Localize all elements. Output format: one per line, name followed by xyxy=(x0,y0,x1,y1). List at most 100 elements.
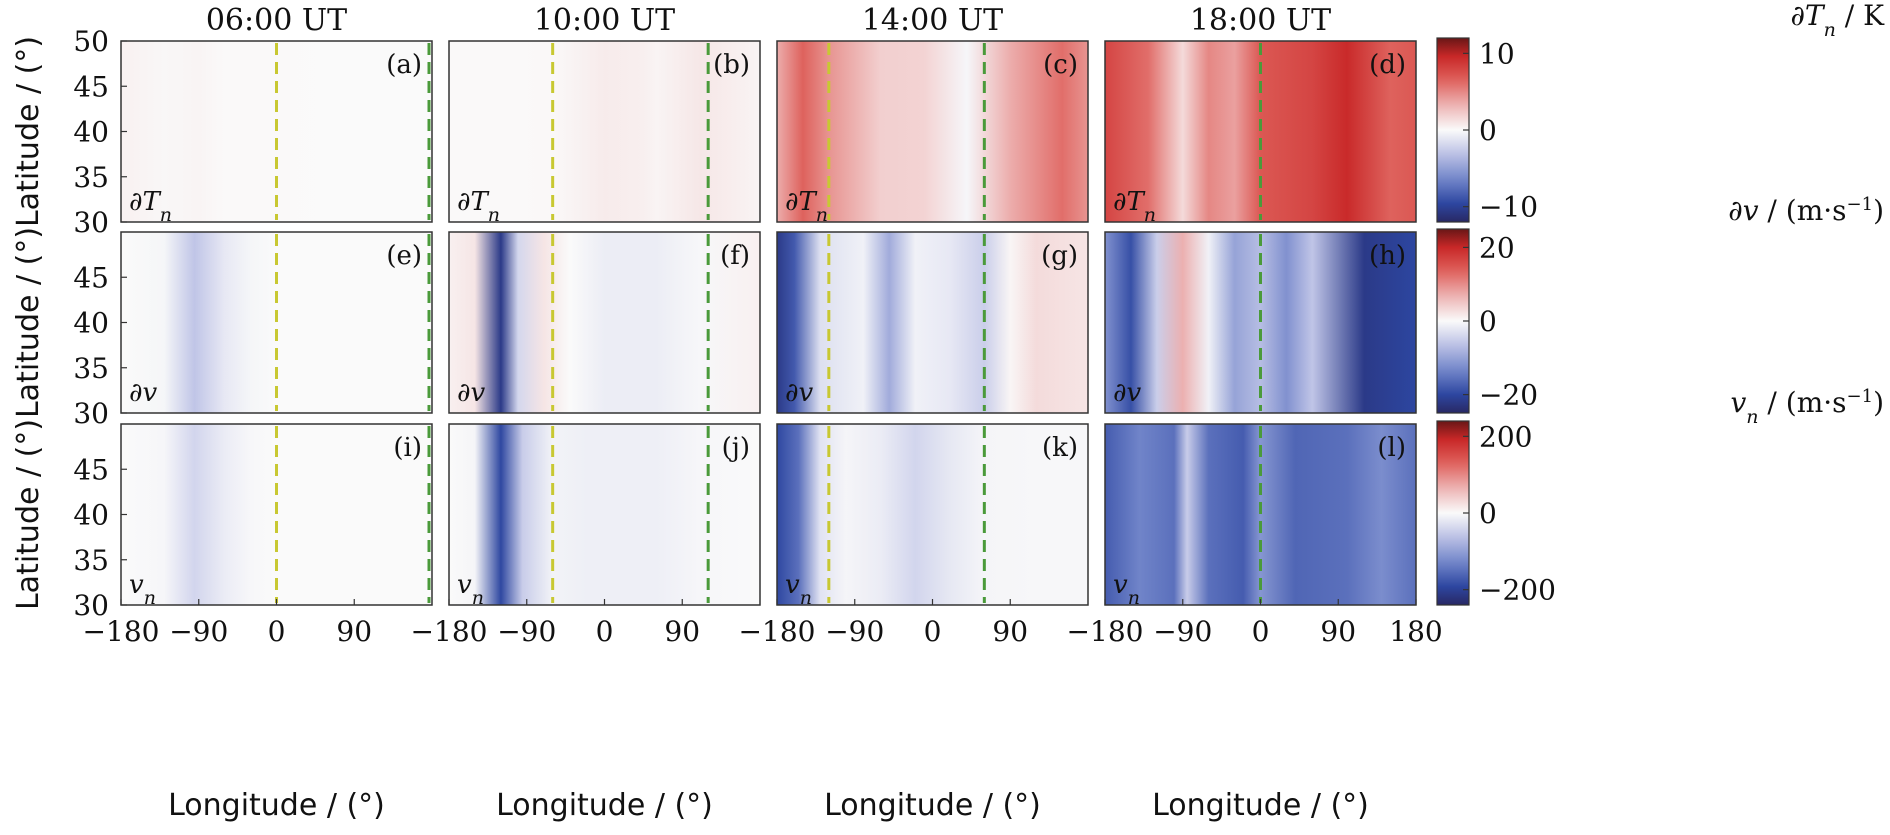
panel-frame xyxy=(776,40,1089,223)
panel-frame xyxy=(448,40,761,223)
panel-letter: (c) xyxy=(1043,50,1078,80)
panel-letter: (e) xyxy=(386,241,422,271)
y-tick-label: 50 xyxy=(73,25,109,58)
colorbar-tick-label: 0 xyxy=(1479,305,1497,338)
colorbar-label-2: ∂v / (m·s−1) xyxy=(1728,194,1884,228)
colorbar-tick-label: 200 xyxy=(1479,420,1532,453)
colorbar-tick-label: 0 xyxy=(1479,497,1497,530)
colorbar-tick-label: −10 xyxy=(1479,191,1538,224)
x-tick-label: 0 xyxy=(268,615,286,648)
panel-j: (j) vn xyxy=(448,423,761,609)
variable-label: vn xyxy=(129,570,156,609)
x-tick-label: 90 xyxy=(1320,615,1356,648)
variable-label: vn xyxy=(785,570,812,609)
variable-label: ∂v xyxy=(785,378,813,408)
y-tick-label: 30 xyxy=(73,397,109,430)
x-tick-label: 0 xyxy=(1252,615,1270,648)
panel-frame xyxy=(776,231,1089,414)
panel-i: (i) vn xyxy=(120,423,433,609)
colorbar-tick-label: −20 xyxy=(1479,379,1538,412)
x-axis-label: Longitude / (°) xyxy=(824,788,1041,823)
panel-letter: (b) xyxy=(713,50,750,80)
x-tick-label: −90 xyxy=(169,615,228,648)
colorbar-tick-label: −200 xyxy=(1479,574,1556,607)
x-tick-label: 0 xyxy=(596,615,614,648)
column-title-3: 14:00 UT xyxy=(862,3,1003,38)
y-tick-label: 45 xyxy=(73,453,109,486)
x-tick-label: −180 xyxy=(83,615,160,648)
x-tick-label: 0 xyxy=(924,615,942,648)
column-title-1: 06:00 UT xyxy=(206,3,347,38)
panel-k: (k) vn xyxy=(776,423,1089,609)
y-tick-label: 35 xyxy=(73,161,109,194)
x-tick-label: 90 xyxy=(664,615,700,648)
panel-b: (b) ∂Tn xyxy=(448,40,761,226)
y-tick-label: 35 xyxy=(73,352,109,385)
panel-h: (h) ∂v xyxy=(1104,231,1417,414)
panel-letter: (g) xyxy=(1041,241,1078,271)
y-axis-label: Latitude / (°) xyxy=(11,36,46,227)
colorbar-tick-label: 0 xyxy=(1479,114,1497,147)
x-tick-label: 90 xyxy=(992,615,1028,648)
panel-letter: (h) xyxy=(1369,241,1406,271)
variable-label: ∂v xyxy=(129,378,157,408)
y-tick-label: 40 xyxy=(73,499,109,532)
variable-label: ∂Tn xyxy=(785,187,828,226)
variable-label: ∂Tn xyxy=(457,187,500,226)
panel-letter: (k) xyxy=(1042,433,1078,463)
panel-frame xyxy=(1104,231,1417,414)
column-title-2: 10:00 UT xyxy=(534,3,675,38)
panel-letter: (i) xyxy=(393,433,422,463)
panel-letter: (l) xyxy=(1377,433,1406,463)
y-axis-label: Latitude / (°) xyxy=(11,227,46,418)
panel-d: (d) ∂Tn xyxy=(1104,40,1417,226)
panel-a: (a) ∂Tn xyxy=(120,40,433,226)
x-axis-label: Longitude / (°) xyxy=(496,788,713,823)
heatmap-field xyxy=(449,232,760,413)
x-axis-label: Longitude / (°) xyxy=(168,788,385,823)
y-tick-label: 35 xyxy=(73,544,109,577)
x-axis-label: Longitude / (°) xyxy=(1152,788,1369,823)
panel-frame xyxy=(448,231,761,414)
panel-g: (g) ∂v xyxy=(776,231,1089,414)
colorbar-label-1: ∂Tn / K xyxy=(1790,0,1885,41)
colorbar-tick-label: 10 xyxy=(1479,37,1515,70)
variable-label: vn xyxy=(1113,570,1140,609)
panel-letter: (j) xyxy=(722,433,750,463)
x-tick-label: −180 xyxy=(1067,615,1144,648)
variable-label: vn xyxy=(457,570,484,609)
panel-c: (c) ∂Tn xyxy=(776,40,1089,226)
column-titles: 06:00 UT 10:00 UT 14:00 UT 18:00 UT xyxy=(206,3,1331,38)
x-tick-label: −180 xyxy=(411,615,488,648)
colorbar-tick-label: 20 xyxy=(1479,231,1515,264)
variable-label: ∂Tn xyxy=(1113,187,1156,226)
panel-e: (e) ∂v xyxy=(120,231,433,414)
panel-letter: (d) xyxy=(1369,50,1406,80)
y-tick-label: 45 xyxy=(73,70,109,103)
panel-grid: (a)∂Tn(b)∂Tn(c)∂Tn(d)∂Tn(e)∂v(f)∂v(g)∂v(… xyxy=(120,40,1417,609)
x-tick-label: 90 xyxy=(336,615,372,648)
y-tick-label: 45 xyxy=(73,261,109,294)
heatmap-field xyxy=(777,41,1088,222)
panel-f: (f) ∂v xyxy=(448,231,761,414)
panel-letter: (a) xyxy=(386,50,422,80)
heatmap-field xyxy=(449,424,760,605)
x-tick-label: −90 xyxy=(1153,615,1212,648)
x-tick-label: −90 xyxy=(497,615,556,648)
variable-label: ∂v xyxy=(1113,378,1141,408)
y-tick-label: 40 xyxy=(73,116,109,149)
y-tick-label: 40 xyxy=(73,307,109,340)
x-tick-label: −180 xyxy=(739,615,816,648)
panel-letter: (f) xyxy=(720,241,750,271)
colorbar-label-3: vn / (m·s−1) xyxy=(1730,386,1884,429)
x-tick-label: 180 xyxy=(1389,615,1442,648)
y-axis-label: Latitude / (°) xyxy=(11,419,46,610)
axes-labels: 50 45 40 35 30 Latitude / (°) 45 40 35 30 Latitude… xyxy=(11,25,1443,823)
panel-l: (l) vn xyxy=(1104,423,1417,609)
y-tick-label: 30 xyxy=(73,206,109,239)
variable-label: ∂v xyxy=(457,378,485,408)
variable-label: ∂Tn xyxy=(129,187,172,226)
x-tick-label: −90 xyxy=(825,615,884,648)
